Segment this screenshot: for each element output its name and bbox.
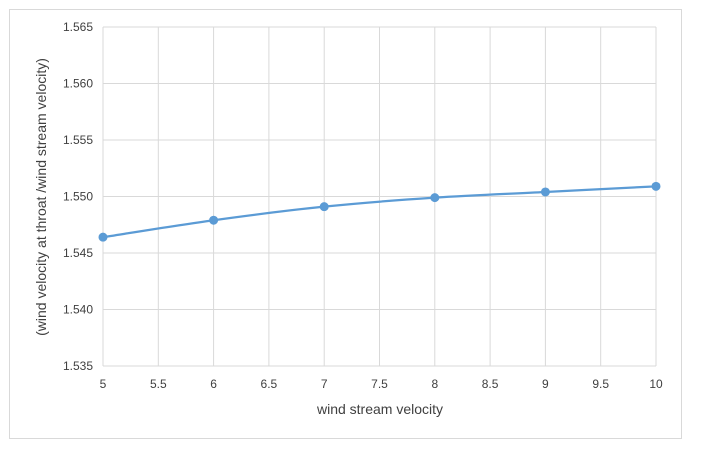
x-tick-label: 6 [210, 377, 217, 391]
data-point [209, 215, 219, 225]
y-tick-label: 1.565 [63, 20, 93, 34]
y-tick-label: 1.540 [63, 303, 93, 317]
y-tick-label: 1.550 [63, 190, 93, 204]
x-tick-labels: 5 5.5 6 6.5 7 7.5 8 8.5 9 9.5 10 [100, 377, 663, 391]
data-point [430, 193, 440, 203]
data-point [98, 232, 108, 242]
x-tick-label: 10 [649, 377, 663, 391]
x-tick-label: 8 [431, 377, 438, 391]
x-tick-label: 9 [542, 377, 549, 391]
x-tick-label: 9.5 [592, 377, 609, 391]
y-axis-title: (wind velocity at throat /wind stream ve… [33, 58, 49, 336]
series-layer [98, 181, 661, 242]
y-tick-label: 1.535 [63, 359, 93, 373]
x-tick-label: 5 [100, 377, 107, 391]
y-tick-label: 1.555 [63, 133, 93, 147]
y-tick-labels: 1.535 1.540 1.545 1.550 1.555 1.560 1.565 [63, 20, 93, 373]
x-tick-label: 5.5 [150, 377, 167, 391]
series-line [102, 185, 657, 239]
gridlines [102, 26, 657, 367]
data-point [651, 181, 661, 191]
y-tick-label: 1.545 [63, 246, 93, 260]
x-tick-label: 8.5 [482, 377, 499, 391]
data-point [319, 202, 329, 212]
y-tick-label: 1.560 [63, 77, 93, 91]
data-point [540, 187, 550, 197]
x-tick-label: 6.5 [261, 377, 278, 391]
x-axis-title: wind stream velocity [316, 401, 443, 417]
x-tick-label: 7 [321, 377, 328, 391]
x-tick-label: 7.5 [371, 377, 388, 391]
chart-frame [9, 9, 682, 439]
